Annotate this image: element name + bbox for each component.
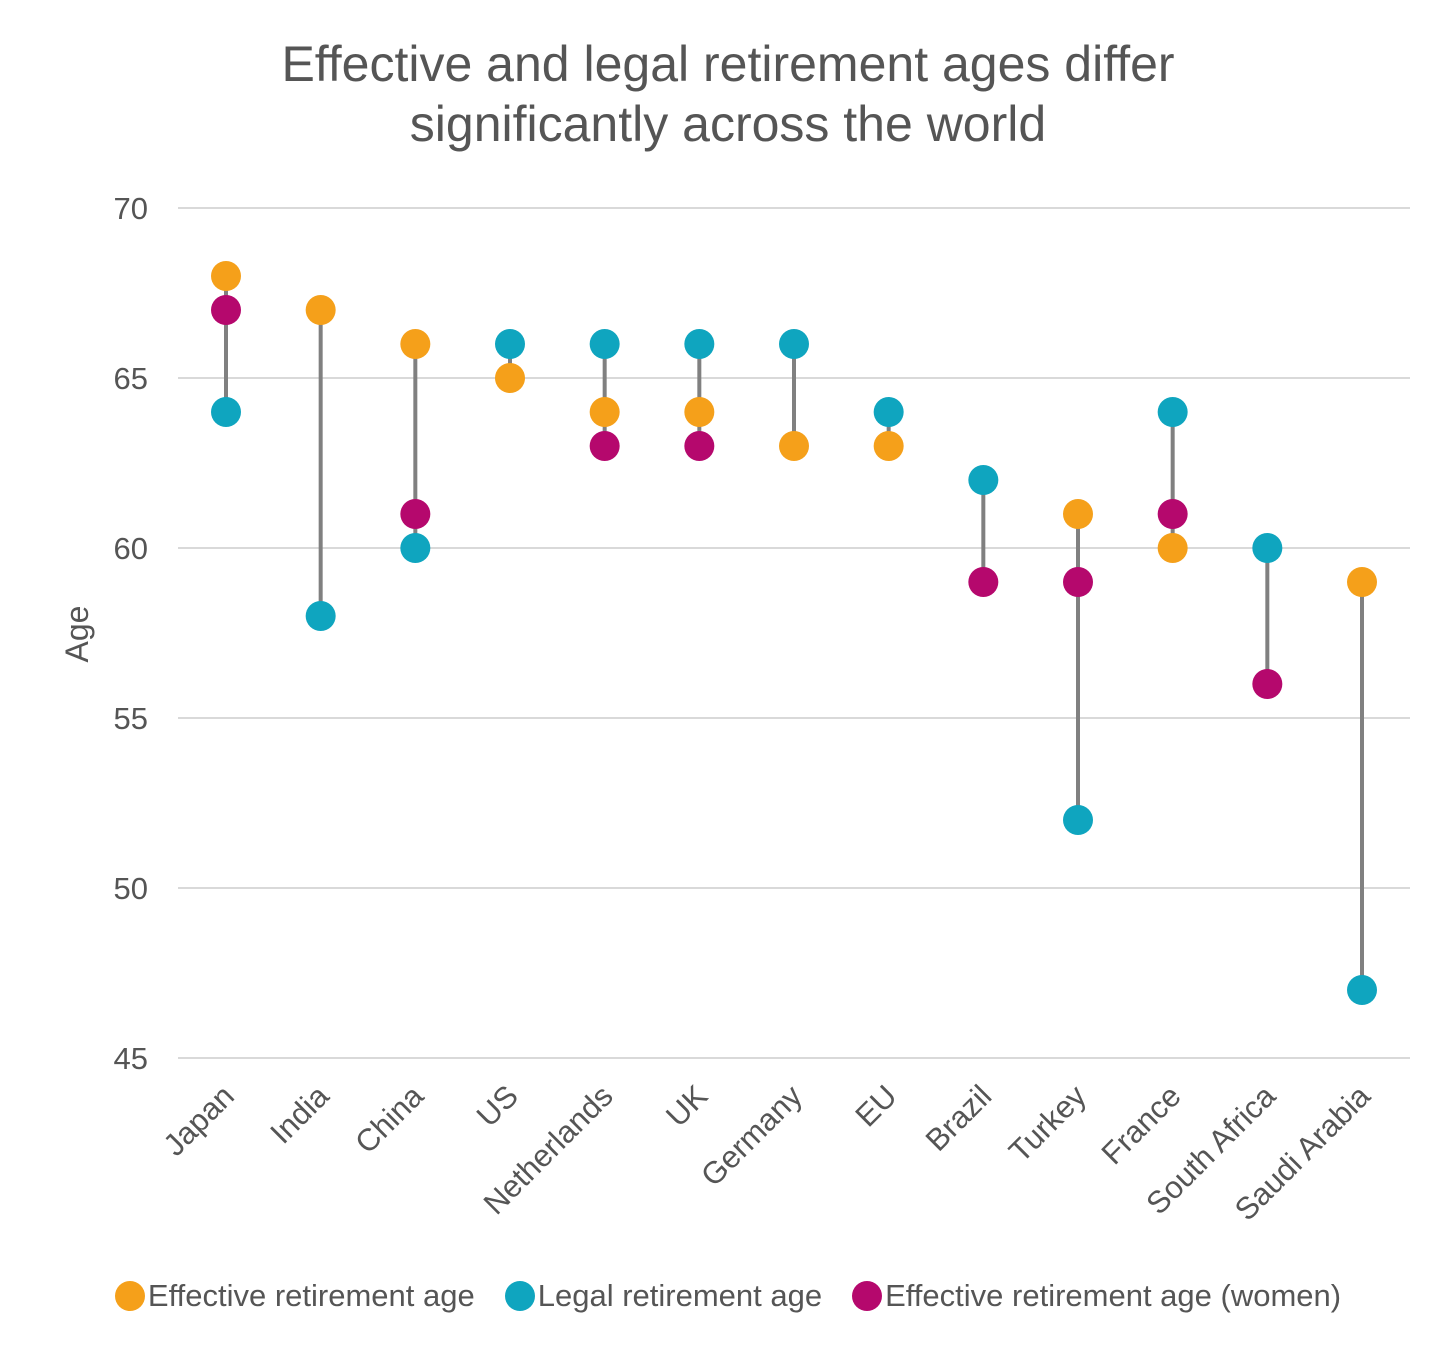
legend-swatch-women — [852, 1281, 883, 1311]
y-tick-label-45: 45 — [114, 1041, 148, 1076]
point-women-uk — [684, 431, 715, 461]
data-points — [211, 261, 1377, 1005]
point-effective-us — [495, 363, 525, 393]
gridlines — [178, 207, 1410, 1059]
point-legal-china — [400, 533, 431, 563]
range-connectors — [224, 276, 1364, 990]
legend-swatch-legal — [504, 1281, 535, 1311]
point-effective-uk — [684, 397, 715, 427]
point-women-china — [400, 499, 431, 529]
chart-title: Effective and legal retirement ages diff… — [0, 34, 1456, 154]
point-legal-netherlands — [589, 329, 620, 359]
point-legal-south-africa — [1252, 533, 1283, 563]
x-tick-label-japan: Japan — [156, 1078, 240, 1162]
y-axis-ticks: 45 50 55 60 65 70 — [114, 191, 148, 1076]
point-effective-turkey — [1063, 499, 1093, 529]
point-women-japan — [211, 295, 241, 325]
y-axis-label: Age — [59, 606, 95, 663]
point-legal-japan — [211, 397, 241, 427]
point-effective-eu — [873, 431, 904, 461]
x-tick-label-turkey: Turkey — [1002, 1078, 1093, 1169]
y-tick-label-65: 65 — [114, 361, 148, 396]
legend-label-legal: Legal retirement age — [537, 1278, 823, 1313]
legend-label-effective: Effective retirement age — [147, 1278, 475, 1313]
point-legal-france — [1157, 397, 1188, 427]
legend-item-women[interactable]: Effective retirement age (women) — [852, 1278, 1341, 1314]
x-tick-label-germany: Germany — [694, 1078, 809, 1193]
x-tick-label-uk: UK — [659, 1078, 714, 1133]
point-women-france — [1157, 499, 1188, 529]
x-tick-label-eu: EU — [848, 1078, 903, 1133]
point-effective-germany — [779, 431, 809, 461]
y-tick-label-50: 50 — [114, 871, 148, 906]
point-legal-turkey — [1063, 805, 1093, 835]
point-legal-eu — [873, 397, 904, 427]
y-tick-label-60: 60 — [114, 531, 148, 566]
x-tick-label-china: China — [348, 1078, 431, 1161]
x-tick-label-brazil: Brazil — [919, 1078, 999, 1158]
point-legal-india — [305, 601, 336, 631]
point-women-turkey — [1063, 567, 1093, 597]
x-tick-label-us: US — [470, 1078, 525, 1133]
chart-title-line-2: significantly across the world — [409, 96, 1047, 152]
legend-swatch-effective — [114, 1281, 145, 1311]
point-effective-netherlands — [589, 397, 620, 427]
point-effective-india — [305, 295, 336, 325]
legend-item-legal[interactable]: Legal retirement age — [504, 1278, 823, 1314]
y-tick-label-55: 55 — [114, 701, 148, 736]
legend: Effective retirement age Legal retiremen… — [0, 1272, 1456, 1320]
legend-item-effective[interactable]: Effective retirement age — [114, 1278, 475, 1314]
legend-label-women: Effective retirement age (women) — [885, 1278, 1342, 1313]
x-tick-label-france: France — [1095, 1078, 1188, 1171]
point-effective-saudi-arabia — [1347, 567, 1377, 597]
point-women-netherlands — [589, 431, 620, 461]
point-legal-brazil — [968, 465, 999, 495]
point-legal-us — [495, 329, 525, 359]
point-legal-saudi-arabia — [1347, 975, 1377, 1005]
point-legal-germany — [779, 329, 809, 359]
chart-title-line-1: Effective and legal retirement ages diff… — [281, 36, 1175, 92]
point-women-south-africa — [1252, 669, 1283, 699]
point-effective-france — [1157, 533, 1188, 563]
point-legal-uk — [684, 329, 715, 359]
point-effective-japan — [211, 261, 241, 291]
x-tick-label-india: India — [263, 1078, 336, 1151]
point-women-brazil — [968, 567, 999, 597]
point-effective-china — [400, 329, 431, 359]
y-tick-label-70: 70 — [114, 191, 148, 226]
